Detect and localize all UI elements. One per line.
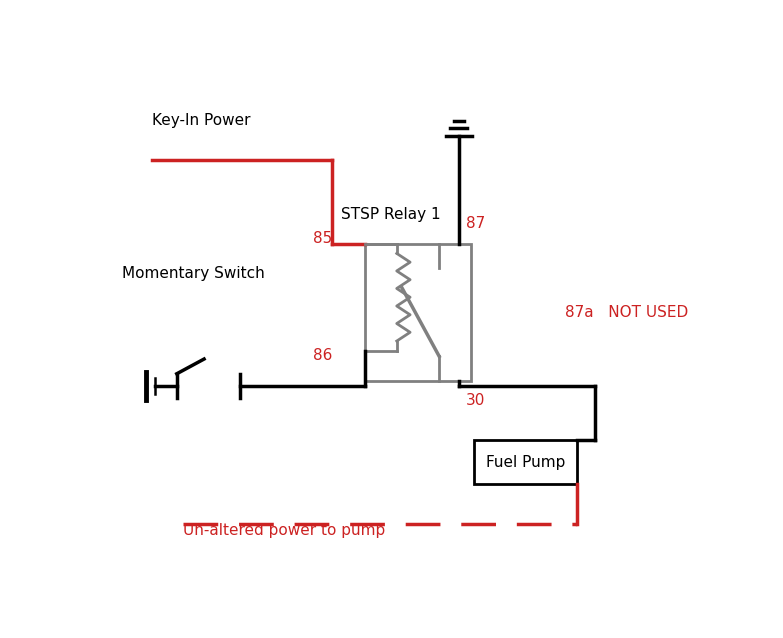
Text: STSP Relay 1: STSP Relay 1 (341, 207, 440, 221)
Text: Momentary Switch: Momentary Switch (122, 265, 265, 281)
Text: 86: 86 (313, 348, 333, 363)
Text: Un-altered power to pump: Un-altered power to pump (183, 523, 385, 538)
Text: 87a   NOT USED: 87a NOT USED (565, 305, 688, 320)
Text: 30: 30 (466, 393, 485, 408)
Bar (474, 440, 577, 484)
Text: Fuel Pump: Fuel Pump (486, 455, 565, 470)
Bar (365, 244, 471, 381)
Text: 87: 87 (466, 216, 485, 232)
Text: 85: 85 (313, 231, 333, 246)
Text: Key-In Power: Key-In Power (153, 114, 251, 128)
